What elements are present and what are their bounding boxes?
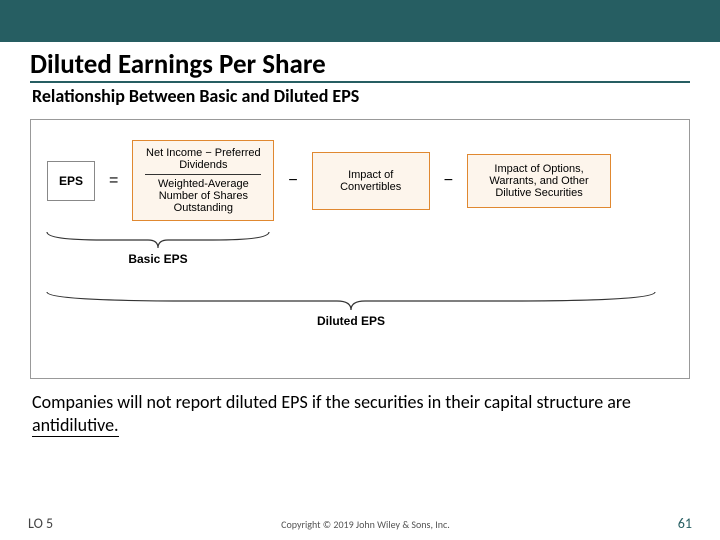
fraction-box: Net Income − Preferred Dividends Weighte… [132,140,274,221]
page-number: 61 [678,515,692,532]
minus-sign-1: − [284,172,301,190]
equation-row: EPS = Net Income − Preferred Dividends W… [41,140,679,221]
fraction-numerator: Net Income − Preferred Dividends [141,147,265,171]
convertibles-box: Impact of Convertibles [312,152,430,210]
basic-eps-label: Basic EPS [43,252,273,266]
eps-box: EPS [47,161,95,201]
diluted-eps-brace: Diluted EPS [41,290,661,328]
footer: LO 5 Copyright © 2019 John Wiley & Sons,… [0,515,720,532]
basic-eps-brace: Basic EPS [43,230,273,266]
slide-title: Diluted Earnings Per Share [30,48,690,83]
options-box: Impact of Options, Warrants, and Other D… [467,154,611,208]
diluted-eps-label: Diluted EPS [41,314,661,328]
header-bar [0,0,720,42]
eps-diagram: EPS = Net Income − Preferred Dividends W… [30,119,690,379]
equals-sign: = [105,172,122,190]
fraction-line [145,174,261,175]
minus-sign-2: − [440,172,457,190]
copyright: Copyright © 2019 John Wiley & Sons, Inc. [281,515,450,532]
body-text: Companies will not report diluted EPS if… [32,391,682,436]
learning-objective: LO 5 [28,515,53,532]
slide-subtitle: Relationship Between Basic and Diluted E… [32,85,720,107]
antidilutive-term: antidilutive. [32,414,119,437]
body-text-before: Companies will not report diluted EPS if… [32,391,631,413]
fraction-denominator: Weighted-Average Number of Shares Outsta… [141,178,265,214]
